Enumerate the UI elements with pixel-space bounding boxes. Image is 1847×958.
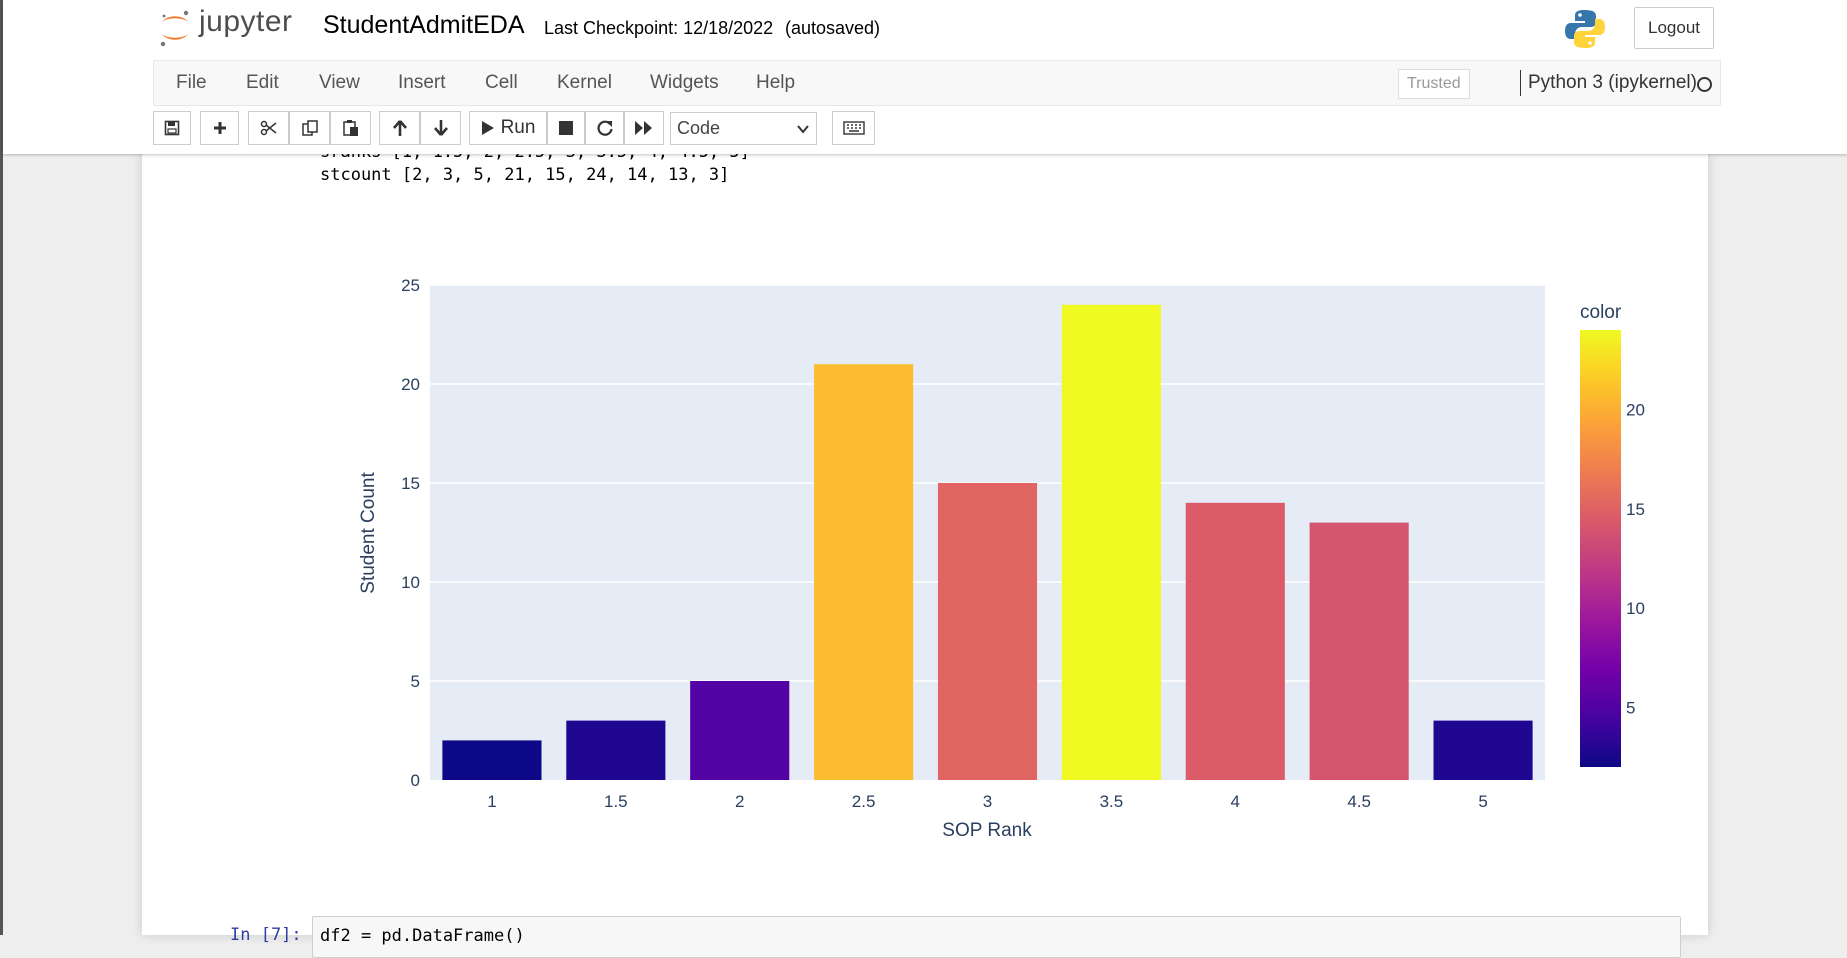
restart-button[interactable] bbox=[585, 111, 624, 145]
x-tick-label: 3 bbox=[983, 792, 992, 811]
y-tick-label: 5 bbox=[411, 672, 420, 691]
arrow-down-icon bbox=[433, 120, 448, 136]
y-axis-title: Student Count bbox=[358, 472, 379, 594]
y-tick-label: 15 bbox=[401, 474, 420, 493]
notebook-header: jupyter StudentAdmitEDA Last Checkpoint:… bbox=[3, 0, 1847, 154]
last-checkpoint: Last Checkpoint: 12/18/2022 bbox=[544, 18, 774, 38]
colorbar-tick-label: 20 bbox=[1626, 400, 1645, 419]
cut-button[interactable] bbox=[248, 111, 289, 145]
run-icon bbox=[481, 121, 494, 135]
menu-view[interactable]: View bbox=[319, 72, 360, 93]
bar[interactable] bbox=[566, 720, 666, 780]
chevron-down-icon bbox=[797, 125, 809, 134]
logout-button[interactable]: Logout bbox=[1634, 7, 1714, 49]
cut-icon bbox=[260, 120, 276, 136]
menu-help[interactable]: Help bbox=[756, 72, 796, 93]
menu-kernel[interactable]: Kernel bbox=[557, 72, 612, 93]
window-edge bbox=[0, 0, 3, 935]
x-tick-label: 4 bbox=[1231, 792, 1240, 811]
menu-insert[interactable]: Insert bbox=[398, 72, 446, 93]
output-line-stcount: stcount [2, 3, 5, 21, 15, 24, 14, 13, 3] bbox=[320, 165, 730, 185]
bar[interactable] bbox=[1309, 522, 1409, 780]
menu-bar: File Edit View Insert Cell Kernel Widget… bbox=[153, 60, 1721, 106]
colorbar-tick-labels: 5 10 15 20 bbox=[1626, 400, 1645, 717]
y-tick-labels: 0 5 10 15 20 25 bbox=[401, 276, 420, 790]
bar[interactable] bbox=[1433, 720, 1533, 780]
bar[interactable] bbox=[442, 740, 542, 780]
bar[interactable] bbox=[1061, 304, 1161, 780]
x-tick-label: 1 bbox=[487, 792, 496, 811]
bar[interactable] bbox=[814, 364, 914, 780]
x-tick-label: 3.5 bbox=[1100, 792, 1124, 811]
fast-forward-icon bbox=[635, 121, 652, 135]
copy-icon bbox=[301, 120, 318, 136]
cell-type-select[interactable]: Code bbox=[670, 112, 817, 145]
y-tick-label: 20 bbox=[401, 375, 420, 394]
menu-widgets[interactable]: Widgets bbox=[650, 72, 719, 93]
bar-chart: 0 5 10 15 20 25 1 1.5 2 2.5 3 3.5 4 4.5 5 SOP Rank St… bbox=[358, 276, 1645, 841]
save-icon bbox=[164, 120, 180, 136]
kernel-name[interactable]: Python 3 (ipykernel) bbox=[1528, 72, 1697, 93]
colorbar-tick-label: 15 bbox=[1626, 500, 1645, 519]
bars bbox=[442, 304, 1533, 780]
interrupt-button[interactable] bbox=[547, 111, 585, 145]
colorbar bbox=[1580, 330, 1621, 767]
run-button[interactable]: Run bbox=[469, 111, 547, 145]
bar[interactable] bbox=[1185, 502, 1285, 780]
kernel-status-icon bbox=[1697, 77, 1712, 92]
python-logo-icon bbox=[1565, 10, 1605, 48]
menu-file[interactable]: File bbox=[176, 72, 207, 93]
autosave-status: (autosaved) bbox=[785, 18, 881, 38]
plus-icon bbox=[213, 122, 226, 134]
x-tick-label: 2 bbox=[735, 792, 744, 811]
paste-icon bbox=[342, 120, 358, 136]
y-tick-label: 25 bbox=[401, 276, 420, 295]
stop-icon bbox=[559, 121, 573, 135]
menu-cell[interactable]: Cell bbox=[485, 72, 518, 93]
kernel-separator bbox=[1520, 70, 1521, 96]
input-prompt: In [7]: bbox=[230, 925, 302, 945]
bar[interactable] bbox=[937, 483, 1038, 780]
run-label: Run bbox=[500, 117, 536, 138]
x-tick-labels: 1 1.5 2 2.5 3 3.5 4 4.5 5 bbox=[487, 792, 1488, 811]
bar[interactable] bbox=[690, 681, 790, 780]
move-up-button[interactable] bbox=[379, 111, 420, 145]
trusted-indicator[interactable]: Trusted bbox=[1398, 69, 1470, 99]
x-tick-label: 5 bbox=[1478, 792, 1487, 811]
menu-edit[interactable]: Edit bbox=[246, 72, 279, 93]
restart-run-all-button[interactable] bbox=[624, 111, 664, 145]
x-axis-title: SOP Rank bbox=[942, 820, 1032, 841]
notebook-name[interactable]: StudentAdmitEDA bbox=[323, 11, 525, 39]
code-text: df2 = pd.DataFrame() bbox=[320, 926, 525, 946]
y-tick-label: 0 bbox=[411, 771, 420, 790]
command-palette-button[interactable] bbox=[832, 111, 875, 145]
restart-icon bbox=[597, 120, 613, 136]
arrow-up-icon bbox=[392, 120, 407, 136]
x-tick-label: 1.5 bbox=[604, 792, 628, 811]
colorbar-tick-label: 5 bbox=[1626, 698, 1635, 717]
x-tick-label: 2.5 bbox=[852, 792, 876, 811]
jupyter-wordmark: jupyter bbox=[199, 5, 293, 38]
insert-cell-button[interactable] bbox=[200, 111, 239, 145]
paste-button[interactable] bbox=[330, 111, 371, 145]
colorbar-tick-label: 10 bbox=[1626, 599, 1645, 618]
jupyter-logo-icon[interactable] bbox=[158, 8, 308, 48]
keyboard-icon bbox=[842, 121, 865, 135]
copy-button[interactable] bbox=[289, 111, 330, 145]
cell-type-value: Code bbox=[677, 118, 721, 138]
save-button[interactable] bbox=[153, 111, 191, 145]
colorbar-title: color bbox=[1580, 302, 1622, 323]
y-tick-label: 10 bbox=[401, 573, 420, 592]
move-down-button[interactable] bbox=[420, 111, 461, 145]
x-tick-label: 4.5 bbox=[1347, 792, 1371, 811]
